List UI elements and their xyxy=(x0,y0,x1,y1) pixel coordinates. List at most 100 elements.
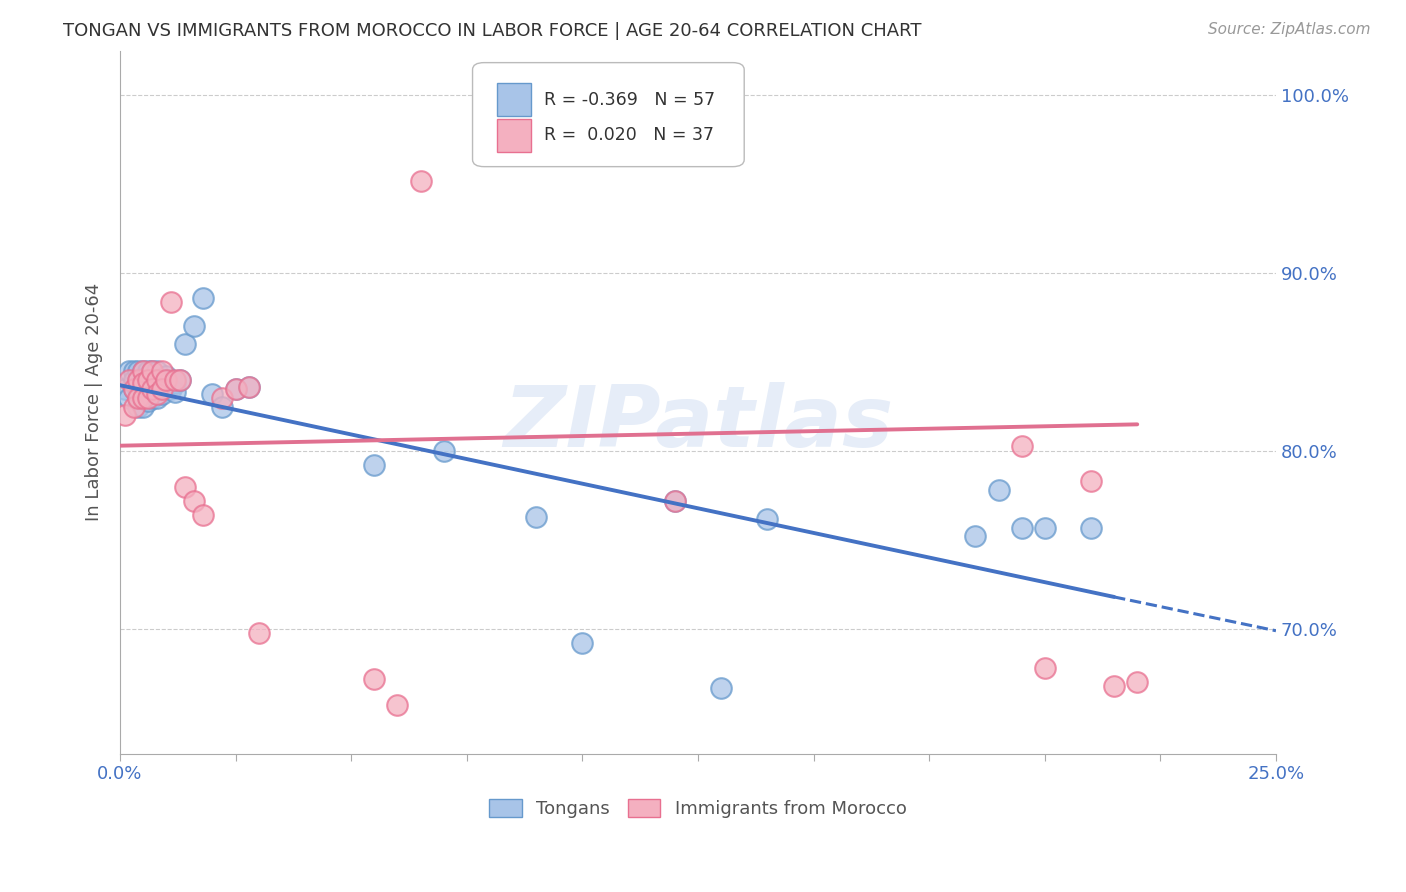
Point xyxy=(127,391,149,405)
Point xyxy=(155,369,177,384)
Point xyxy=(238,380,260,394)
Text: TONGAN VS IMMIGRANTS FROM MOROCCO IN LABOR FORCE | AGE 20-64 CORRELATION CHART: TONGAN VS IMMIGRANTS FROM MOROCCO IN LAB… xyxy=(63,22,922,40)
Point xyxy=(132,376,155,391)
Point xyxy=(132,400,155,414)
Point xyxy=(1080,520,1102,534)
Point xyxy=(664,493,686,508)
Point xyxy=(146,373,169,387)
Point xyxy=(173,337,195,351)
Point xyxy=(225,382,247,396)
Point xyxy=(132,364,155,378)
FancyBboxPatch shape xyxy=(496,119,531,152)
Point xyxy=(122,382,145,396)
Point xyxy=(160,373,183,387)
Point xyxy=(193,291,215,305)
Point xyxy=(141,382,163,396)
Point xyxy=(571,636,593,650)
Point xyxy=(756,511,779,525)
Point xyxy=(146,364,169,378)
Point xyxy=(387,698,409,713)
Point xyxy=(146,391,169,405)
Point xyxy=(114,382,136,396)
Text: Source: ZipAtlas.com: Source: ZipAtlas.com xyxy=(1208,22,1371,37)
Point xyxy=(136,376,159,391)
Point xyxy=(165,376,187,391)
Point xyxy=(150,387,173,401)
Point xyxy=(122,373,145,387)
Text: ZIPatlas: ZIPatlas xyxy=(503,382,893,465)
Point xyxy=(114,409,136,423)
Point xyxy=(710,681,733,695)
Point xyxy=(141,391,163,405)
Text: R = -0.369   N = 57: R = -0.369 N = 57 xyxy=(544,90,716,109)
Point xyxy=(160,382,183,396)
Point xyxy=(409,173,432,187)
Point xyxy=(247,625,270,640)
Point xyxy=(118,364,141,378)
Point xyxy=(146,387,169,401)
Legend: Tongans, Immigrants from Morocco: Tongans, Immigrants from Morocco xyxy=(482,791,914,825)
Point xyxy=(238,380,260,394)
Point xyxy=(141,373,163,387)
Point xyxy=(363,458,385,473)
Point xyxy=(1033,661,1056,675)
Point xyxy=(122,400,145,414)
Text: R =  0.020   N = 37: R = 0.020 N = 37 xyxy=(544,127,714,145)
Point xyxy=(433,444,456,458)
Point xyxy=(173,480,195,494)
Point xyxy=(132,382,155,396)
Point xyxy=(1080,475,1102,489)
Point xyxy=(136,364,159,378)
Point xyxy=(150,376,173,391)
Point xyxy=(363,672,385,686)
Point xyxy=(1126,675,1149,690)
Point xyxy=(136,373,159,387)
Point xyxy=(127,382,149,396)
Point xyxy=(155,373,177,387)
Point xyxy=(1011,439,1033,453)
Point xyxy=(1033,520,1056,534)
Point xyxy=(127,364,149,378)
Point xyxy=(136,391,159,405)
Point xyxy=(987,483,1010,498)
Point xyxy=(211,391,233,405)
Point xyxy=(127,400,149,414)
Point xyxy=(132,391,155,405)
Point xyxy=(664,493,686,508)
Point xyxy=(183,493,205,508)
Point xyxy=(201,387,224,401)
Point xyxy=(122,382,145,396)
Point xyxy=(136,369,159,384)
Point xyxy=(132,373,155,387)
Point xyxy=(136,385,159,400)
Point xyxy=(155,380,177,394)
Point xyxy=(169,373,191,387)
Point xyxy=(160,294,183,309)
FancyBboxPatch shape xyxy=(496,83,531,116)
Point xyxy=(141,364,163,378)
Y-axis label: In Labor Force | Age 20-64: In Labor Force | Age 20-64 xyxy=(86,283,103,521)
Point xyxy=(146,382,169,396)
Point xyxy=(118,391,141,405)
Point xyxy=(165,373,187,387)
Point xyxy=(1011,520,1033,534)
FancyBboxPatch shape xyxy=(472,62,744,167)
Point xyxy=(183,319,205,334)
Point xyxy=(122,364,145,378)
Point xyxy=(225,382,247,396)
Point xyxy=(1102,679,1125,693)
Point xyxy=(136,394,159,409)
Point xyxy=(211,400,233,414)
Point xyxy=(150,373,173,387)
Point xyxy=(146,373,169,387)
Point xyxy=(141,382,163,396)
Point xyxy=(118,373,141,387)
Point xyxy=(193,508,215,522)
Point xyxy=(132,364,155,378)
Point xyxy=(165,385,187,400)
Point xyxy=(127,373,149,387)
Point xyxy=(132,391,155,405)
Point xyxy=(141,364,163,378)
Point xyxy=(169,373,191,387)
Point xyxy=(150,382,173,396)
